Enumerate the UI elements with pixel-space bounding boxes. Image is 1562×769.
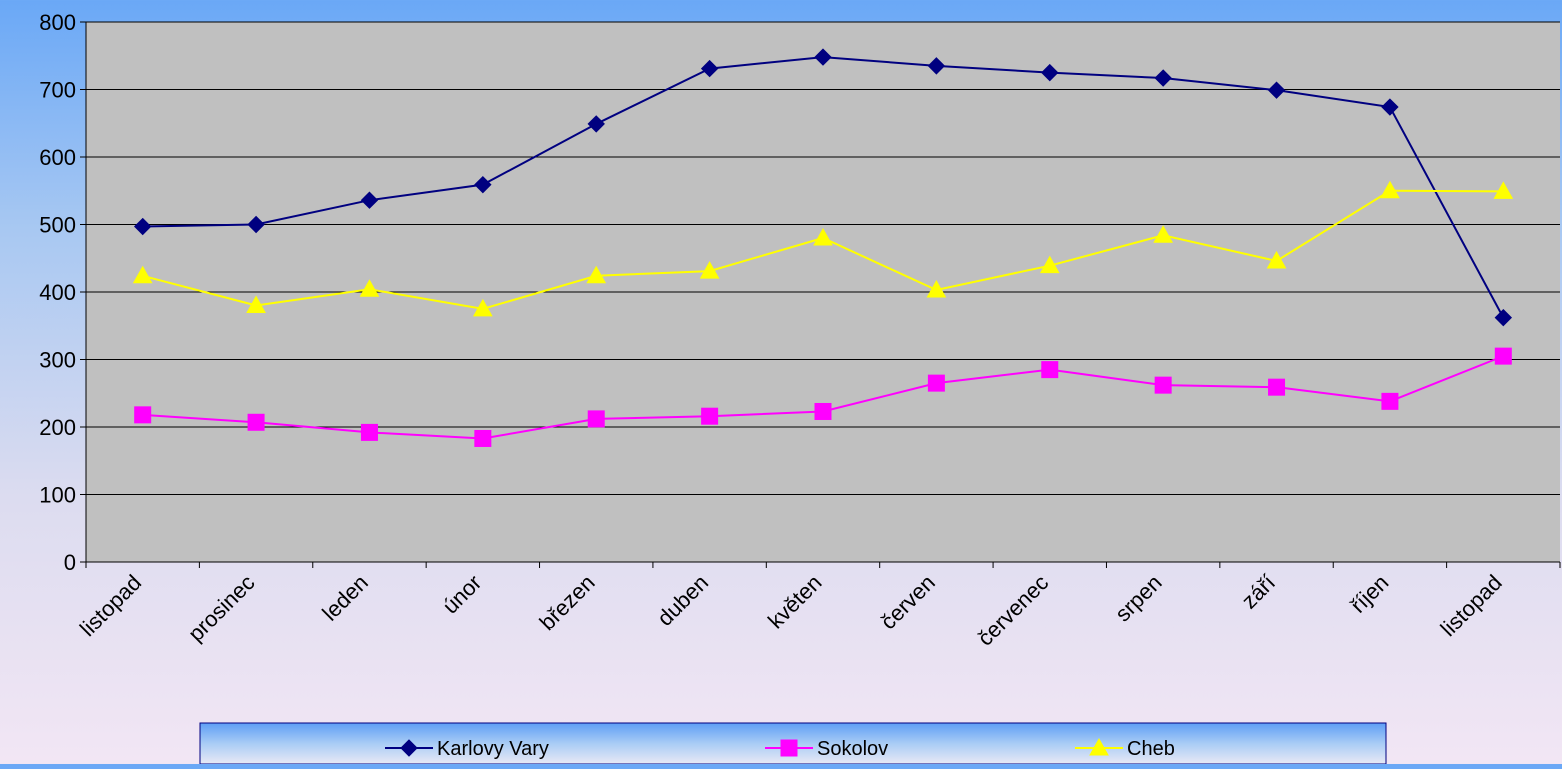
y-tick-label: 200 <box>39 415 76 440</box>
data-point <box>587 410 605 428</box>
y-tick-label: 500 <box>39 213 76 238</box>
data-point <box>814 48 832 66</box>
data-point <box>1381 98 1399 116</box>
legend-item: Cheb <box>1075 737 1175 760</box>
data-point <box>927 374 945 392</box>
data-point <box>813 227 833 246</box>
data-point <box>359 279 380 297</box>
data-point <box>247 413 265 431</box>
data-point <box>1493 181 1514 199</box>
legend-marker <box>400 739 418 757</box>
series-0 <box>133 48 1513 327</box>
data-point <box>1267 81 1286 99</box>
data-point <box>1154 69 1172 87</box>
data-point <box>474 175 492 194</box>
x-tick-label: červenec <box>972 570 1053 651</box>
data-point <box>1266 250 1287 269</box>
data-point <box>699 261 720 279</box>
data-point <box>1268 378 1286 396</box>
legend-label: Sokolov <box>817 738 888 760</box>
x-tick-label: říjen <box>1346 570 1394 618</box>
data-point <box>1153 225 1174 243</box>
data-point <box>133 217 152 236</box>
y-tick-label: 300 <box>39 348 76 373</box>
data-point <box>1154 376 1172 394</box>
x-tick-label: listopad <box>75 570 146 641</box>
y-tick-label: 700 <box>39 78 76 103</box>
legend-marker <box>780 739 798 757</box>
y-tick-label: 800 <box>39 10 76 35</box>
x-tick-label: listopad <box>1436 570 1507 641</box>
series-1 <box>134 347 1512 447</box>
data-point <box>926 279 947 298</box>
data-point <box>246 295 266 313</box>
x-tick-label: srpen <box>1110 570 1167 627</box>
data-point <box>1494 347 1512 365</box>
x-tick-label: únor <box>438 570 487 619</box>
x-tick-label: červen <box>876 570 940 634</box>
legend-label: Karlovy Vary <box>437 738 549 760</box>
data-point <box>700 59 719 78</box>
y-tick-label: 600 <box>39 145 76 170</box>
series-2 <box>132 180 1514 317</box>
series <box>132 48 1514 447</box>
data-point <box>1041 63 1059 82</box>
y-tick-label: 400 <box>39 280 76 305</box>
legend-item: Karlovy Vary <box>385 738 549 760</box>
y-tick-label: 100 <box>39 483 76 508</box>
data-point <box>472 298 493 317</box>
legend: Karlovy Vary Sokolov Cheb <box>199 722 1387 765</box>
data-point <box>701 407 719 425</box>
x-tick-label: leden <box>317 570 373 626</box>
data-point <box>474 429 492 447</box>
data-point <box>247 215 265 234</box>
gridlines <box>86 21 1560 495</box>
data-point <box>586 265 607 284</box>
x-tick-label: březen <box>535 570 600 635</box>
data-point <box>814 402 832 420</box>
x-tick-label: září <box>1236 570 1280 614</box>
data-point <box>134 406 152 424</box>
data-point <box>587 115 605 133</box>
data-point <box>132 265 153 284</box>
data-point <box>1380 180 1400 199</box>
legend-label: Cheb <box>1127 738 1175 760</box>
data-point <box>1494 308 1513 327</box>
legend-item: Sokolov <box>765 738 888 760</box>
data-point <box>360 191 379 209</box>
data-point <box>1381 392 1399 410</box>
data-point <box>360 423 378 441</box>
data-point <box>927 57 946 75</box>
data-point <box>1041 361 1059 379</box>
y-tick-label: 0 <box>64 550 76 575</box>
x-tick-label: prosinec <box>183 570 259 646</box>
data-point <box>1039 255 1060 274</box>
legend-marker <box>1089 737 1109 756</box>
x-tick-label: květen <box>763 570 827 634</box>
x-tick-label: duben <box>652 570 713 631</box>
